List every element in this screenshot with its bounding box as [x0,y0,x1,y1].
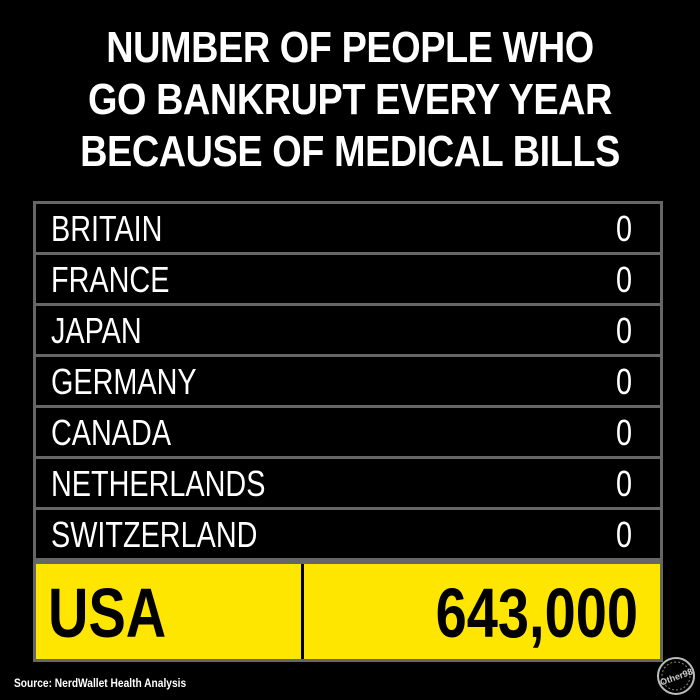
usa-label: USA [48,574,167,652]
bankruptcy-value: 0 [615,514,632,555]
table-row: BRITAIN 0 [36,204,660,255]
bankruptcy-value: 0 [615,361,632,402]
source-note: Source: NerdWallet Health Analysis [14,676,187,690]
country-label: CANADA [51,412,172,453]
table-row: NETHERLANDS 0 [36,459,660,510]
country-label: NETHERLANDS [51,463,266,504]
other98-logo-icon: Other98 [657,657,695,695]
table-row: JAPAN 0 [36,306,660,357]
table-row: SWITZERLAND 0 [36,510,660,561]
table-row: CANADA 0 [36,408,660,459]
country-label: SWITZERLAND [51,514,258,555]
usa-highlight-row: USA 643,000 [33,561,663,662]
table-row: FRANCE 0 [36,255,660,306]
title-line-2: GO BANKRUPT EVERY YEAR [88,75,612,124]
bankruptcy-value: 0 [615,463,632,504]
column-divider [301,564,304,659]
table-row: GERMANY 0 [36,357,660,408]
title-line-1: NUMBER OF PEOPLE WHO [106,23,594,72]
country-label: JAPAN [51,310,142,351]
bankruptcy-value: 0 [615,208,632,249]
chart-title: NUMBER OF PEOPLE WHO GO BANKRUPT EVERY Y… [49,22,651,178]
country-label: GERMANY [51,361,197,402]
country-label: FRANCE [51,259,170,300]
bankruptcy-value: 0 [615,259,632,300]
country-table: BRITAIN 0 FRANCE 0 JAPAN 0 GERMANY 0 CAN… [33,201,663,563]
country-label: BRITAIN [51,208,163,249]
bankruptcy-value: 0 [615,412,632,453]
bankruptcy-value: 0 [615,310,632,351]
usa-value: 643,000 [435,574,638,652]
title-line-3: BECAUSE OF MEDICAL BILLS [80,127,620,176]
